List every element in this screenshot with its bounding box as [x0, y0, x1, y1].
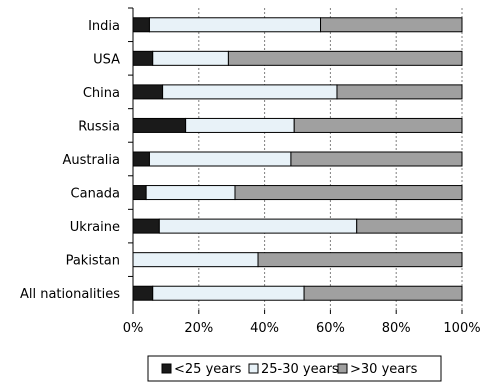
bar-pakistan-30-years	[257, 252, 463, 268]
bar-australia-25-30-years	[148, 151, 292, 167]
bar-canada-25-years	[132, 185, 147, 201]
bar-india-30-years	[320, 17, 463, 33]
bar-russia-30-years	[293, 117, 463, 133]
bar-china-25-30-years	[162, 84, 338, 100]
bar-australia-30-years	[290, 151, 463, 167]
category-label: Russia	[78, 119, 120, 134]
bar-russia-25-years	[132, 117, 187, 133]
legend-swatch-25-30-years	[248, 363, 259, 374]
bar-russia-25-30-years	[185, 117, 295, 133]
x-tick-label: 0%	[123, 321, 144, 336]
legend-box	[147, 355, 442, 382]
bar-all-nationalities-25-30-years	[152, 285, 305, 301]
bar-all-nationalities-30-years	[303, 285, 463, 301]
category-label: Ukraine	[70, 220, 120, 235]
bar-usa-25-30-years	[152, 50, 229, 66]
bar-usa-25-years	[132, 50, 154, 66]
category-labels: India USA China Russia Australia Canada Ukrain…	[20, 19, 120, 302]
category-label: Pakistan	[66, 254, 120, 269]
bar-india-25-30-years	[148, 17, 322, 33]
legend-label: <25 years	[174, 362, 242, 377]
legend-label: >30 years	[350, 362, 418, 377]
x-tick-label: 40%	[250, 321, 279, 336]
bars	[132, 17, 463, 301]
legend-label: 25-30 years	[261, 362, 339, 377]
category-label: Australia	[62, 153, 120, 168]
bar-all-nationalities-25-years	[132, 285, 154, 301]
x-tick-label: 60%	[316, 321, 345, 336]
axes	[128, 7, 463, 314]
bar-ukraine-30-years	[356, 218, 463, 234]
bar-australia-25-years	[132, 151, 150, 167]
bar-china-25-years	[132, 84, 164, 100]
x-tick-label: 80%	[382, 321, 411, 336]
legend: <25 years 25-30 years >30 years	[147, 355, 442, 382]
category-label: USA	[93, 52, 120, 67]
bar-canada-25-30-years	[145, 185, 236, 201]
bar-india-25-years	[132, 17, 150, 33]
x-tick-label: 100%	[443, 321, 480, 336]
bar-china-30-years	[336, 84, 463, 100]
bar-ukraine-25-30-years	[158, 218, 358, 234]
x-tick-labels: 0% 20% 40% 60% 80% 100%	[123, 321, 481, 336]
category-label: Canada	[71, 187, 120, 202]
bar-ukraine-25-years	[132, 218, 160, 234]
category-label: India	[88, 19, 120, 34]
x-tick-label: 20%	[184, 321, 213, 336]
legend-swatch-30-years	[337, 363, 348, 374]
bar-usa-30-years	[227, 50, 463, 66]
bar-canada-30-years	[234, 185, 463, 201]
legend-swatch-25-years	[161, 363, 172, 374]
bar-pakistan-25-30-years	[132, 252, 259, 268]
category-label: China	[83, 86, 120, 101]
category-label: All nationalities	[20, 287, 120, 302]
